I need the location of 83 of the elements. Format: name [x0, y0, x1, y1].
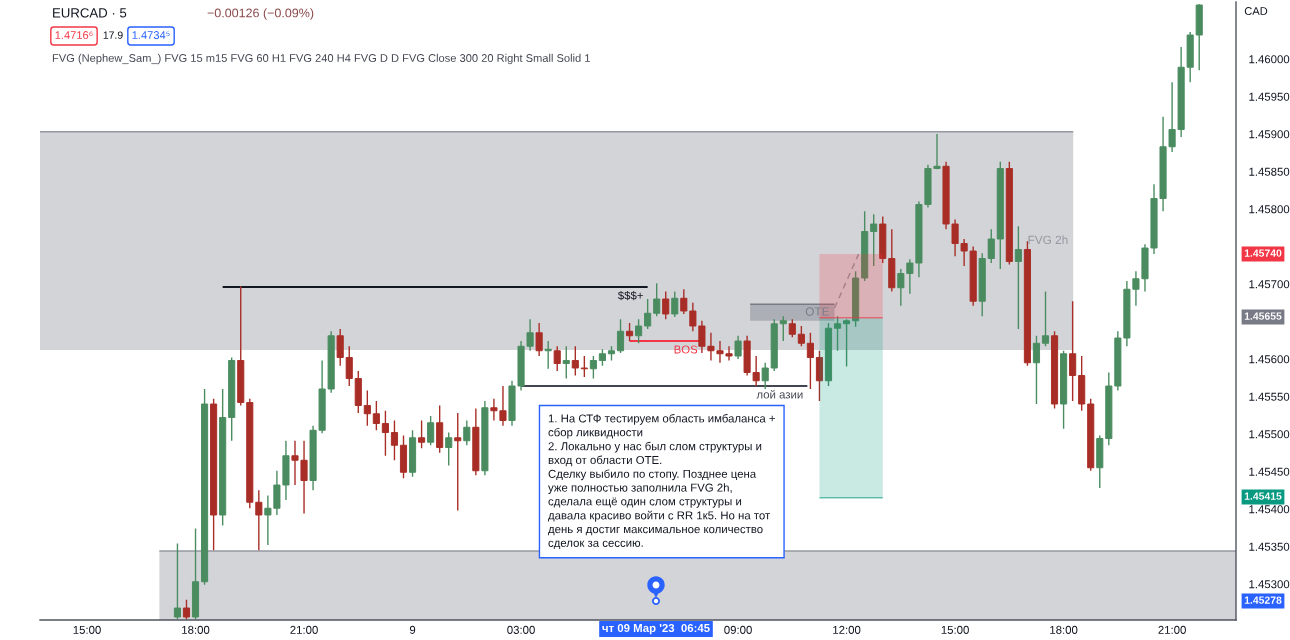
candlestick [544, 340, 552, 370]
text: 1.45740 [1244, 249, 1282, 257]
candlestick [788, 318, 796, 338]
annotation: 1.4716⁶ [55, 31, 93, 39]
candlestick [454, 412, 462, 512]
candlestick [806, 332, 814, 390]
candlestick [635, 318, 643, 344]
candlestick [381, 410, 389, 457]
candlestick [734, 335, 742, 360]
candlestick [418, 419, 426, 449]
candlestick [671, 290, 679, 318]
x-tick-label: 03:00 [507, 625, 535, 634]
text: 1.45655 [1244, 312, 1282, 320]
candlestick [345, 345, 353, 387]
candlestick [626, 322, 634, 342]
y-tick-label: 1.45700 [1249, 280, 1290, 289]
x-tick-label: 21:00 [1158, 625, 1186, 634]
y-tick-label: 1.45800 [1249, 205, 1290, 214]
y-tick-label: 1.45400 [1249, 505, 1290, 514]
text: чт 09 Мар '23 06:45 [602, 623, 710, 635]
candlestick [372, 400, 380, 431]
y-tick-label: 1.45450 [1249, 467, 1290, 476]
candlestick [445, 431, 453, 467]
y-tick-label: 1.45300 [1249, 580, 1290, 589]
x-tick-label: 21:00 [290, 625, 318, 634]
candlestick [363, 389, 371, 427]
candlestick [644, 298, 652, 330]
y-tick-label: 1.45950 [1249, 92, 1290, 101]
series-label: OTE [805, 307, 830, 316]
candlestick [580, 355, 588, 378]
candlestick [662, 290, 670, 320]
candlestick [173, 542, 182, 620]
text: 1.45415 [1244, 492, 1282, 500]
x-tick-label: 09:00 [724, 625, 752, 634]
x-tick-label: 18:00 [182, 625, 210, 634]
y-tick-label: 1.45900 [1249, 130, 1290, 139]
candlestick [553, 345, 561, 372]
candlestick [336, 328, 344, 367]
y-axis-title: CAD [1244, 7, 1268, 15]
x-tick-label: 12:00 [833, 625, 861, 634]
candlestick [1032, 335, 1041, 405]
candlestick [589, 355, 597, 380]
y-tick-label: 1.45850 [1249, 167, 1290, 176]
annotation: 17.9 [103, 31, 123, 39]
candlestick [427, 415, 435, 446]
candlestick [833, 315, 842, 352]
candlestick [987, 228, 995, 264]
chart-title: EURCAD · 5 [53, 8, 127, 18]
candlestick [779, 315, 787, 342]
x-tick-label: 9 [409, 625, 416, 634]
annotation: 1.4734⁵ [132, 31, 170, 39]
candlestick [571, 345, 579, 377]
candlestick [815, 350, 824, 402]
candlestick [616, 318, 625, 354]
candlestick [182, 599, 191, 620]
y-tick-label: 1.45500 [1249, 430, 1290, 439]
candlestick [463, 419, 471, 446]
text: FVG (Nephew_Sam_) FVG 15 m15 FVG 60 H1 FVG 240 H4 FVG D D FVG Close 300 20 Right Small Solid 1 [52, 53, 590, 65]
x-tick-label: 15:00 [941, 625, 969, 634]
candlestick [1041, 290, 1050, 347]
candlestick [535, 322, 543, 357]
candlestick [761, 362, 769, 390]
series-label: $$$+ [617, 290, 643, 301]
series-label: лой азии [756, 389, 803, 399]
y-tick-label: 1.45350 [1249, 542, 1290, 551]
candlestick [390, 419, 399, 461]
text: 1. На СТФ тестируем область имбаланса + сбор ликвидности 2. Локально у нас был слом структуры и вход от области ОТЕ. Сделку выбило по стопу. Позднее цена уже полностью заполнила FVG 2h, сделала ещё один слом структуры и давала красиво войти с RR 1к5. Но на тот день я достиг максимальное количество сделок за сессию. [548, 414, 775, 550]
text: 1.45278 [1244, 596, 1282, 604]
y-tick-label: 1.45600 [1249, 355, 1290, 364]
x-tick-label: 15:00 [73, 625, 101, 634]
candlestick [1069, 300, 1077, 402]
y-tick-label: 1.46000 [1249, 55, 1290, 64]
candlestick [843, 318, 851, 368]
annotation: −0.00126 (−0.09%) [207, 8, 314, 20]
candlestick [562, 345, 570, 380]
candlestick [1014, 225, 1022, 330]
candlestick [870, 213, 878, 267]
candlestick [653, 282, 661, 317]
y-tick-label: 1.45550 [1249, 392, 1290, 401]
x-tick-label: 18:00 [1050, 625, 1078, 634]
candlestick [797, 325, 805, 347]
text: FVG 2h [1028, 235, 1068, 245]
series-label: BOS [674, 345, 698, 354]
